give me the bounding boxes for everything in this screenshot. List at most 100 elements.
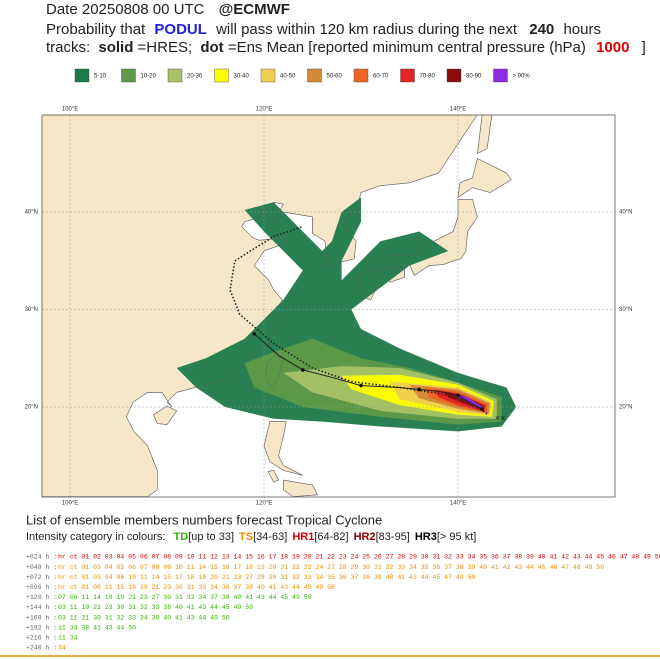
category-name: HR1 xyxy=(292,531,314,543)
text: will pass within 120 km radius during th… xyxy=(215,21,518,38)
ensemble-table: +024 h : hr ct 01 02 03 04 05 06 07 08 09… xyxy=(26,554,660,652)
category-range: [64-82] xyxy=(314,531,348,543)
map: ×× xyxy=(42,115,615,497)
legend-swatch xyxy=(214,68,229,83)
category-range: [> 95 kt] xyxy=(437,531,476,543)
legend-label: 5-10 xyxy=(94,74,107,80)
coastline xyxy=(267,470,279,483)
track-point xyxy=(359,383,363,388)
coastline xyxy=(457,158,512,198)
coastline xyxy=(477,115,493,154)
step-label: +144 h : xyxy=(26,604,57,611)
legend-swatch xyxy=(493,68,508,83)
legend-label: 10-20 xyxy=(141,74,157,80)
source: @ECMWF xyxy=(219,1,290,18)
lat-label: 40°N xyxy=(619,210,632,216)
pressure: 1000 xyxy=(596,39,629,56)
member-list: 11 34 xyxy=(58,635,78,642)
step-label: +168 h : xyxy=(26,614,57,621)
text: =HRES; xyxy=(138,39,193,56)
storm-name: PODUL xyxy=(154,21,207,38)
step-label: +240 h : xyxy=(26,645,57,652)
legend: 5-10 10-20 20-30 30-40 40-50 50-60 60-70 70-80 8… xyxy=(74,68,531,83)
map-frame xyxy=(41,114,616,498)
track-point xyxy=(252,332,257,336)
lon-label: 140°E xyxy=(450,107,466,113)
header-line1: Date 20250808 00 UTC @ECMWF xyxy=(46,1,290,18)
category-range: [83-95] xyxy=(376,531,410,543)
category-range: [34-63] xyxy=(253,531,287,543)
member-list: hr ct 01 06 11 15 18 19 21 23 30 31 33 3… xyxy=(58,584,335,591)
member-list: 03 11 19 21 23 30 31 32 33 38 40 41 43 4… xyxy=(58,604,253,611)
legend-label: 60-70 xyxy=(373,74,389,80)
lat-label: 40°N xyxy=(25,210,38,216)
lat-label: 30°N xyxy=(25,307,38,313)
category-name: TD xyxy=(173,531,188,543)
member-list: hr ct 01 03 04 06 10 11 14 15 17 18 19 2… xyxy=(58,574,475,581)
legend-label: 50-60 xyxy=(327,74,343,80)
category-name: HR2 xyxy=(354,531,376,543)
start-marker: ×× xyxy=(495,413,506,423)
ens-mean-track xyxy=(229,225,488,415)
coastline xyxy=(283,479,318,497)
text: ] xyxy=(642,39,646,56)
lon-label: 120°E xyxy=(256,107,272,113)
text: Intensity category in colours: xyxy=(26,531,165,543)
step-label: +120 h : xyxy=(26,594,57,601)
text: =Ens Mean [reported minimum central pres… xyxy=(228,39,586,56)
category-range: [up to 33] xyxy=(188,531,234,543)
coastline xyxy=(153,405,178,425)
text: hours xyxy=(563,21,601,38)
legend-swatch xyxy=(74,68,90,83)
lon-label: 120°E xyxy=(256,501,272,507)
intensity-line: Intensity category in colours: TD[up to … xyxy=(26,531,476,543)
step-label: +024 h : xyxy=(26,554,57,561)
member-list: 03 11 21 30 31 32 33 34 38 40 41 43 44 4… xyxy=(58,614,230,621)
legend-label: 30-40 xyxy=(234,74,250,80)
lat-label: 30°N xyxy=(619,307,632,313)
coastline xyxy=(263,421,303,476)
date: Date 20250808 00 UTC xyxy=(46,1,205,18)
text: solid xyxy=(98,39,133,56)
track-point xyxy=(301,368,305,372)
track-point xyxy=(417,387,422,392)
legend-label: 70-80 xyxy=(420,74,436,80)
track-point xyxy=(480,407,485,411)
header-line2: Probability that PODUL will pass within … xyxy=(46,21,601,38)
text: Probability that xyxy=(46,21,146,38)
legend-swatch xyxy=(446,68,462,83)
member-list: 34 xyxy=(58,645,66,652)
track-point xyxy=(456,393,460,398)
member-list: 07 06 11 14 18 19 21 23 27 30 31 33 34 3… xyxy=(58,594,312,601)
legend-label: > 90% xyxy=(513,74,531,80)
member-list: hr ct 01 03 04 05 06 07 08 09 10 11 14 1… xyxy=(58,564,604,571)
ensemble-title: List of ensemble members numbers forecas… xyxy=(26,512,382,527)
step-label: +048 h : xyxy=(26,564,57,571)
legend-swatch xyxy=(121,68,136,83)
lat-label: 20°N xyxy=(25,405,38,411)
legend-label: 40-50 xyxy=(280,74,296,80)
lat-label: 20°N xyxy=(619,405,632,411)
hres-track xyxy=(253,333,483,410)
step-label: +216 h : xyxy=(26,635,57,642)
coastline xyxy=(370,199,478,276)
legend-swatch xyxy=(353,68,369,83)
graticule-labels: 100°E 100°E 120°E 120°E 140°E 140°E 40°N 40°N 30… xyxy=(25,107,633,507)
step-label: +096 h : xyxy=(26,584,57,591)
legend-swatch xyxy=(400,68,415,83)
coastline xyxy=(357,270,381,301)
lon-label: 100°E xyxy=(62,501,78,507)
legend-swatch xyxy=(307,68,322,83)
legend-label: 80-90 xyxy=(466,74,482,80)
legend-swatch xyxy=(167,68,183,83)
lon-label: 140°E xyxy=(450,501,466,507)
step-label: +072 h : xyxy=(26,574,57,581)
category-name: HR3 xyxy=(415,531,437,543)
member-list: 11 34 38 41 43 44 50 xyxy=(58,624,136,631)
category-name: TS xyxy=(239,531,253,543)
hours: 240 xyxy=(529,21,554,38)
member-list: hr ct 01 02 03 04 05 06 07 08 09 10 11 1… xyxy=(58,554,660,561)
step-label: +192 h : xyxy=(26,624,57,631)
text: dot xyxy=(200,39,223,56)
legend-swatch xyxy=(260,68,276,83)
